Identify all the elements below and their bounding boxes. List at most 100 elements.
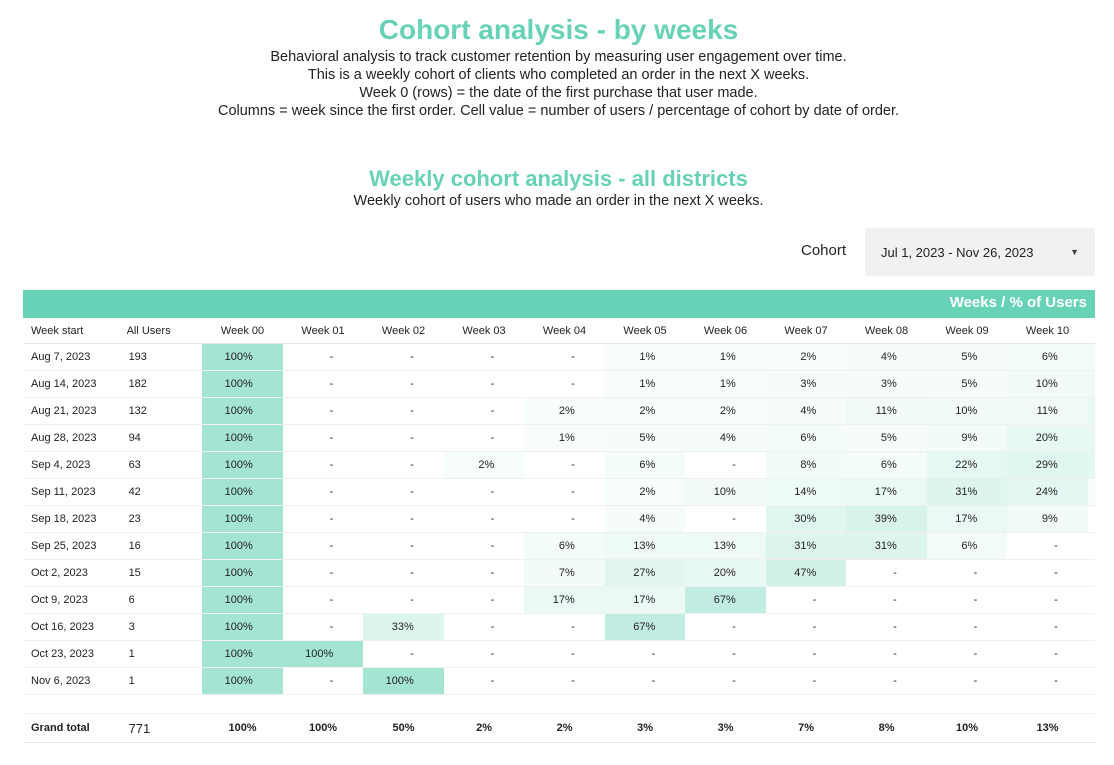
cohort-cell: 2%: [604, 397, 686, 425]
column-header[interactable]: Week 04: [524, 318, 605, 344]
cohort-cell: 6%: [846, 451, 927, 479]
cohort-cell: 6%: [926, 532, 1008, 560]
cohort-cell: -: [282, 343, 364, 371]
cohort-cell: -: [1087, 505, 1095, 533]
cohort-cell: -: [363, 343, 444, 371]
cohort-cell: -: [282, 559, 364, 587]
description-line: Week 0 (rows) = the date of the first pu…: [359, 85, 758, 101]
cohort-cell: -: [1087, 667, 1095, 695]
all-users-cell: 1: [126, 667, 203, 695]
column-header[interactable]: Week 07: [765, 318, 847, 344]
column-header[interactable]: Week 02: [363, 318, 444, 344]
cohort-cell: -: [524, 505, 605, 533]
cohort-cell: 31%: [926, 478, 1008, 506]
cohort-cell: -: [363, 397, 444, 425]
week-start-cell: Sep 11, 2023: [23, 478, 127, 506]
cohort-cell: -: [363, 451, 444, 479]
grand-total-users: 771: [126, 713, 203, 743]
cohort-table: Week start All Users Week 00 Week 01 Week 02…: [23, 318, 1095, 743]
column-header[interactable]: Week 00: [202, 318, 283, 344]
cohort-cell: 67%: [685, 586, 766, 614]
cohort-cell: -: [363, 505, 444, 533]
column-header[interactable]: Week 11: [1087, 318, 1095, 344]
cohort-cell: -: [1087, 640, 1095, 668]
cohort-cell: -: [282, 397, 364, 425]
spacer-cell: [685, 694, 766, 714]
cohort-cell: 4%: [604, 505, 686, 533]
cohort-cell: -: [443, 613, 525, 641]
cohort-cell: 39%: [846, 505, 927, 533]
cohort-cell: 3%: [846, 370, 927, 398]
cohort-cell: 27%: [604, 559, 686, 587]
grand-total-cell: 2%: [524, 713, 605, 743]
column-header[interactable]: Week 08: [846, 318, 927, 344]
cohort-date-range-select[interactable]: Jul 1, 2023 - Nov 26, 2023 ▼: [865, 228, 1095, 276]
grand-total-cell: 10%: [926, 713, 1008, 743]
cohort-cell: -: [524, 640, 605, 668]
cohort-cell: 1%: [604, 370, 686, 398]
week-start-cell: Aug 21, 2023: [23, 397, 127, 425]
cohort-cell: -: [363, 532, 444, 560]
cohort-cell: -: [926, 559, 1008, 587]
cohort-cell: -: [685, 505, 766, 533]
grand-total-cell: 50%: [363, 713, 444, 743]
column-header[interactable]: Week 09: [926, 318, 1008, 344]
grand-total-cell: 2%: [443, 713, 525, 743]
cohort-cell: 1%: [685, 343, 766, 371]
cohort-cell: 100%: [363, 667, 444, 695]
spacer-cell: [202, 694, 283, 714]
spacer-cell: [524, 694, 605, 714]
cohort-cell: 30%: [765, 505, 847, 533]
column-header[interactable]: Week 06: [685, 318, 766, 344]
cohort-date-range-value: Jul 1, 2023 - Nov 26, 2023: [881, 244, 1034, 260]
cohort-cell: -: [443, 478, 525, 506]
spacer-cell: [1087, 694, 1095, 714]
cohort-cell: 20%: [685, 559, 766, 587]
cohort-cell: -: [282, 478, 364, 506]
all-users-cell: 3: [126, 613, 203, 641]
cohort-cell: 2%: [685, 397, 766, 425]
cohort-cell: 9%: [1007, 505, 1088, 533]
cohort-cell: -: [443, 586, 525, 614]
all-users-cell: 132: [126, 397, 203, 425]
cohort-cell: -: [282, 586, 364, 614]
cohort-cell: -: [443, 397, 525, 425]
description-line: Columns = week since the first order. Ce…: [217, 103, 900, 119]
section-title: Weekly cohort analysis - all districts: [369, 166, 748, 191]
cohort-cell: -: [524, 370, 605, 398]
description-line: This is a weekly cohort of clients who c…: [307, 67, 810, 83]
cohort-cell: -: [846, 559, 927, 587]
cohort-cell: -: [1007, 532, 1088, 560]
cohort-cell: -: [282, 451, 364, 479]
cohort-cell: 5%: [926, 343, 1008, 371]
cohort-cell: 2%: [443, 451, 525, 479]
grand-total-row: Grand total 771 100% 100% 50% 2% 2% 3% 3% 7% 8% 10%…: [23, 713, 1095, 743]
column-header[interactable]: Week start: [23, 318, 127, 344]
cohort-cell: -: [1087, 532, 1095, 560]
column-header[interactable]: Week 03: [443, 318, 525, 344]
cohort-cell: 10%: [1007, 370, 1088, 398]
all-users-cell: 16: [126, 532, 203, 560]
cohort-cell: 1%: [685, 370, 766, 398]
column-header[interactable]: Week 05: [604, 318, 686, 344]
cohort-cell: -: [524, 451, 605, 479]
cohort-cell: -: [363, 586, 444, 614]
cohort-cell: -: [524, 478, 605, 506]
description-line: Behavioral analysis to track customer re…: [270, 49, 847, 65]
cohort-cell: 5%: [926, 370, 1008, 398]
cohort-cell: -: [926, 667, 1008, 695]
column-header[interactable]: Week 01: [282, 318, 364, 344]
cohort-cell: 11%: [1007, 397, 1088, 425]
cohort-cell: 1%: [524, 424, 605, 452]
column-header[interactable]: All Users: [126, 318, 203, 344]
cohort-cell: -: [926, 640, 1008, 668]
page-description: Behavioral analysis to track customer re…: [0, 48, 1114, 120]
cohort-cell: 5%: [604, 424, 686, 452]
cohort-cell: 100%: [202, 343, 283, 371]
column-header[interactable]: Week 10: [1007, 318, 1088, 344]
cohort-cell: -: [363, 424, 444, 452]
cohort-cell: 1%: [604, 343, 686, 371]
